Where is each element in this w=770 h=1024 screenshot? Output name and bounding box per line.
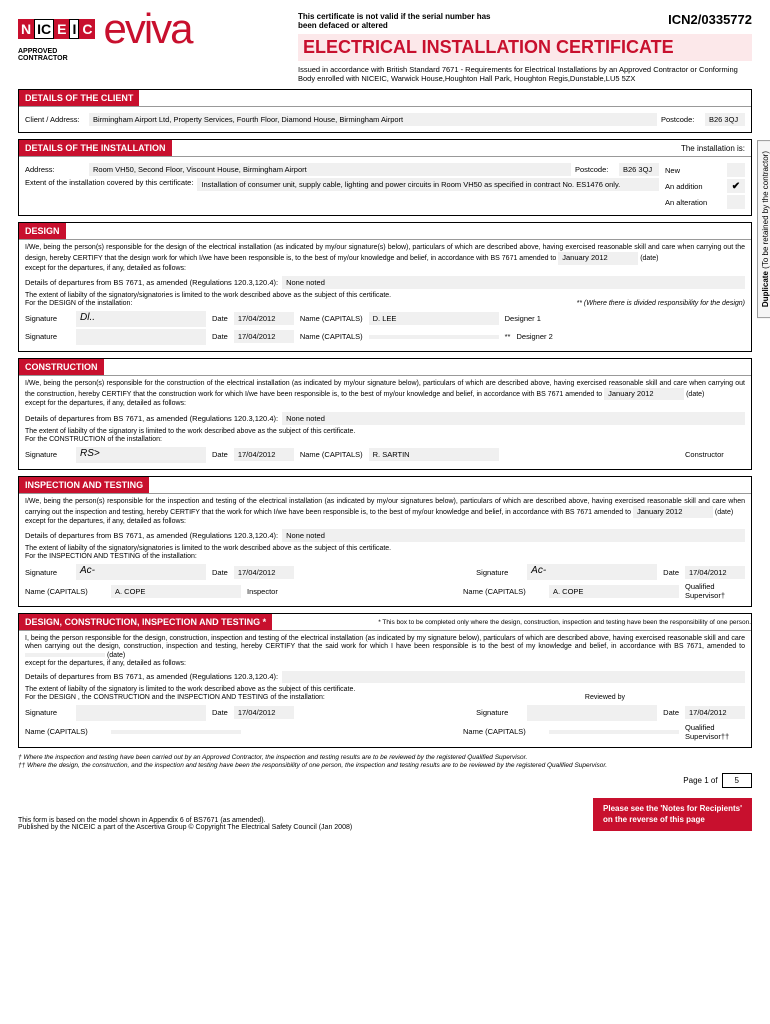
inst-address-label: Address: bbox=[25, 165, 85, 174]
alteration-label: An alteration bbox=[665, 198, 707, 207]
inspection-header: INSPECTION AND TESTING bbox=[19, 477, 149, 493]
insp-amended: January 2012 bbox=[633, 506, 713, 519]
page-total: 5 bbox=[722, 773, 752, 788]
combined-name1 bbox=[111, 730, 241, 734]
installation-is-label: The installation is: bbox=[681, 144, 751, 153]
insp-date1: 17/04/2012 bbox=[234, 566, 294, 579]
insp-name2: A. COPE bbox=[549, 585, 679, 598]
section-client: DETAILS OF THE CLIENT Client / Address: … bbox=[18, 89, 752, 133]
certificate-page: Duplicate (To be retained by the contrac… bbox=[0, 0, 770, 843]
asterisk-note: * This box to be completed only where th… bbox=[378, 619, 751, 626]
postcode-label: Postcode: bbox=[661, 115, 701, 124]
combined-sig1 bbox=[76, 705, 206, 721]
design-departures: None noted bbox=[282, 276, 745, 289]
const-name: R. SARTIN bbox=[369, 448, 499, 461]
section-construction: CONSTRUCTION I/We, being the person(s) r… bbox=[18, 358, 752, 470]
section-design: DESIGN I/We, being the person(s) respons… bbox=[18, 222, 752, 352]
design-name2 bbox=[369, 335, 499, 339]
design-name1: D. LEE bbox=[369, 312, 499, 325]
footer-red-box: Please see the 'Notes for Recipients' on… bbox=[593, 798, 752, 831]
construction-header: CONSTRUCTION bbox=[19, 359, 104, 375]
combined-date1: 17/04/2012 bbox=[234, 706, 294, 719]
combined-name2 bbox=[549, 730, 679, 734]
insp-date2: 17/04/2012 bbox=[685, 566, 745, 579]
client-postcode: B26 3QJ bbox=[705, 113, 745, 126]
inst-address: Room VH50, Second Floor, Viscount House,… bbox=[89, 163, 571, 176]
design-dep-label: Details of departures from BS 7671, as a… bbox=[25, 278, 278, 287]
combined-header: DESIGN, CONSTRUCTION, INSPECTION AND TES… bbox=[19, 614, 272, 630]
extent-value: Installation of consumer unit, supply ca… bbox=[197, 178, 659, 191]
new-check bbox=[727, 163, 745, 177]
serial-notice: This certificate is not valid if the ser… bbox=[298, 12, 498, 30]
combined-amended bbox=[25, 653, 105, 657]
design-header: DESIGN bbox=[19, 223, 66, 239]
page-number: Page 1 of 5 bbox=[18, 773, 752, 788]
const-date: 17/04/2012 bbox=[234, 448, 294, 461]
niceic-logo: NICEIC bbox=[18, 19, 95, 39]
issued-text: Issued in accordance with British Standa… bbox=[298, 65, 752, 83]
client-header: DETAILS OF THE CLIENT bbox=[19, 90, 139, 106]
client-label: Client / Address: bbox=[25, 115, 85, 124]
section-inspection: INSPECTION AND TESTING I/We, being the p… bbox=[18, 476, 752, 608]
duplicate-tab: Duplicate (To be retained by the contrac… bbox=[757, 140, 770, 318]
section-combined: DESIGN, CONSTRUCTION, INSPECTION AND TES… bbox=[18, 613, 752, 747]
inst-postcode-label: Postcode: bbox=[575, 165, 615, 174]
design-amended: January 2012 bbox=[558, 252, 638, 265]
const-departures: None noted bbox=[282, 412, 745, 425]
logo-block: NICEIC eviva APPROVEDCONTRACTOR bbox=[18, 12, 298, 62]
cert-number: ICN2/0335772 bbox=[668, 12, 752, 30]
combined-departures bbox=[282, 671, 745, 683]
insp-sig2: Ac- bbox=[527, 564, 657, 580]
insp-sig1: Ac- bbox=[76, 564, 206, 580]
insp-departures: None noted bbox=[282, 529, 745, 542]
footer-notes: † Where the inspection and testing have … bbox=[18, 754, 752, 770]
design-sig1: Dl.. bbox=[76, 311, 206, 327]
client-address: Birmingham Airport Ltd, Property Service… bbox=[89, 113, 657, 126]
design-date1: 17/04/2012 bbox=[234, 312, 294, 325]
eviva-logo: eviva bbox=[103, 12, 191, 46]
addition-check: ✔ bbox=[727, 179, 745, 193]
design-sig2 bbox=[76, 329, 206, 345]
combined-sig2 bbox=[527, 705, 657, 721]
installation-header: DETAILS OF THE INSTALLATION bbox=[19, 140, 172, 156]
footer-left: This form is based on the model shown in… bbox=[18, 817, 352, 831]
inst-postcode: B26 3QJ bbox=[619, 163, 659, 176]
const-amended: January 2012 bbox=[604, 388, 684, 401]
header: NICEIC eviva APPROVEDCONTRACTOR This cer… bbox=[18, 12, 752, 83]
combined-date2: 17/04/2012 bbox=[685, 706, 745, 719]
insp-name1: A. COPE bbox=[111, 585, 241, 598]
design-date2: 17/04/2012 bbox=[234, 330, 294, 343]
section-installation: DETAILS OF THE INSTALLATION The installa… bbox=[18, 139, 752, 216]
extent-label: Extent of the installation covered by th… bbox=[25, 178, 193, 187]
alteration-check bbox=[727, 195, 745, 209]
addition-label: An addition bbox=[665, 182, 703, 191]
const-sig: RS> bbox=[76, 447, 206, 463]
new-label: New bbox=[665, 166, 680, 175]
cert-title: ELECTRICAL INSTALLATION CERTIFICATE bbox=[298, 34, 752, 61]
